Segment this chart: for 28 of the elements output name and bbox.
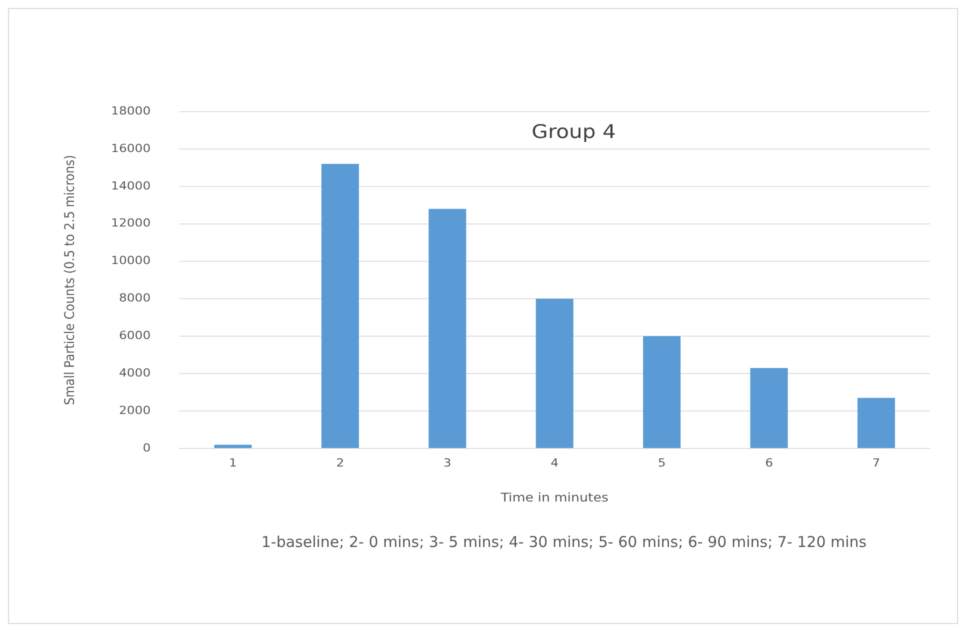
- y-tick-label: 8000: [118, 291, 151, 304]
- bar: [643, 336, 681, 448]
- bar: [750, 368, 788, 448]
- bar: [857, 398, 896, 448]
- x-tick-label: 4: [550, 456, 559, 470]
- y-axis-title: Small Particle Counts (0.5 to 2.5 microns): [62, 154, 78, 406]
- bar: [428, 208, 466, 448]
- bar: [214, 444, 252, 448]
- bar: [321, 164, 359, 448]
- x-tick-label: 3: [443, 456, 452, 470]
- chart-title: Group 4: [532, 120, 616, 143]
- y-tick-label: 4000: [118, 366, 151, 380]
- x-tick-label: 6: [765, 456, 773, 470]
- y-tick-label: 16000: [111, 141, 151, 155]
- y-tick-label: 12000: [111, 216, 151, 230]
- bar: [536, 298, 574, 448]
- y-tick-label: 10000: [111, 254, 151, 267]
- x-tick-label: 7: [872, 456, 880, 470]
- x-tick-label: 1: [229, 456, 237, 470]
- y-tick-label: 2000: [118, 404, 151, 417]
- x-tick-label: 2: [336, 456, 344, 470]
- y-tick-label: 14000: [111, 178, 151, 192]
- y-tick-label: 6000: [118, 328, 151, 342]
- x-tick-label: 5: [658, 456, 666, 470]
- y-tick-label: 18000: [111, 104, 151, 118]
- x-axis-title: Time in minutes: [500, 491, 609, 506]
- y-tick-label: 0: [142, 440, 151, 454]
- text: 1-baseline; 2- 0 mins; 3- 5 mins; 4- 30 mins; 5- 60 mins; 6- 90 mins; 7- 120 mins: [260, 532, 868, 553]
